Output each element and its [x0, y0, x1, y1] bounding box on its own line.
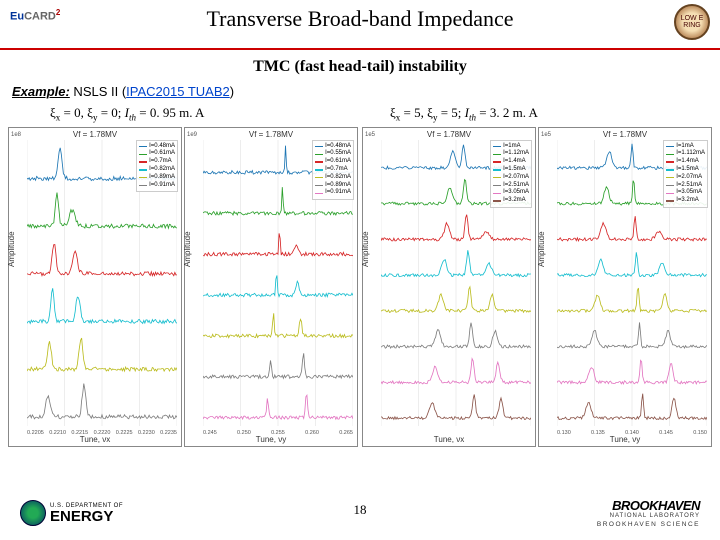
doe-big: ENERGY [50, 509, 123, 524]
legend-item: I=0.89mA [315, 182, 351, 190]
x-label: Tune, νy [610, 435, 640, 444]
example-text: NSLS II ( [70, 84, 126, 99]
legend-item: I=1.4mA [666, 158, 705, 166]
legend-item: I=0.48mA [139, 143, 175, 151]
bnl-sci: BROOKHAVEN SCIENCE [597, 521, 700, 528]
eq-a-r: = 5, [400, 105, 427, 120]
y-scale: 1e5 [541, 132, 551, 138]
legend-item: I=1.112mA [666, 150, 705, 158]
I-th-val-r: = 3. 2 m. A [476, 105, 538, 120]
example-line: Example: NSLS II (IPAC2015 TUAB2) [0, 80, 720, 103]
y-label: Amplitude [361, 231, 370, 267]
condition-right: ξx = 5, ξy = 5; Ith = 3. 2 m. A [360, 105, 720, 123]
legend-item: I=1.5mA [493, 166, 529, 174]
legend-item: I=0.7mA [139, 158, 175, 166]
legend-item: I=0.91mA [139, 182, 175, 190]
chart-right-1: Vf = 1.78MV1e5AmplitudeI=1mAI=1.12mAI=1.… [362, 127, 536, 447]
legend-item: I=0.89mA [139, 174, 175, 182]
example-link[interactable]: IPAC2015 TUAB2 [126, 84, 230, 99]
legend-item: I=3.05mA [666, 189, 705, 197]
y-scale: 1e5 [365, 132, 375, 138]
page-title: Transverse Broad-band Impedance [0, 0, 720, 32]
legend-item: I=0.55mA [315, 150, 351, 158]
chart-legend: I=1mAI=1.112mAI=1.4mAI=1.5mAI=2.07mAI=2.… [663, 140, 708, 208]
legend-item: I=0.7mA [315, 166, 351, 174]
example-close: ) [230, 84, 234, 99]
I-th-sub-r: th [469, 113, 476, 123]
legend-item: I=2.51mA [493, 182, 529, 190]
condition-left: ξx = 0, ξy = 0; Ith = 0. 95 m. A [0, 105, 360, 123]
chart-top-label: Vf = 1.78MV [73, 130, 117, 139]
footer: U.S. DEPARTMENT OF ENERGY 18 BROOKHAVEN … [0, 486, 720, 536]
legend-item: I=0.61mA [139, 150, 175, 158]
subtitle: TMC (fast head-tail) instability [0, 50, 720, 80]
low-e-ring-logo: LOW E RING [674, 4, 710, 40]
y-label: Amplitude [537, 231, 546, 267]
legend-item: I=2.07mA [493, 174, 529, 182]
y-scale: 1e9 [187, 132, 197, 138]
chart-group-left: Vf = 1.78MV1e8AmplitudeI=0.48mAI=0.61mAI… [8, 127, 358, 447]
eq-b-r: = 5; [437, 105, 464, 120]
chart-top-label: Vf = 1.78MV [427, 130, 471, 139]
eq-b: = 0; [97, 105, 124, 120]
legend-item: I=1.5mA [666, 166, 705, 174]
chart-legend: I=0.48mAI=0.61mAI=0.7mAI=0.82mAI=0.89mAI… [136, 140, 178, 193]
y-label: Amplitude [183, 231, 192, 267]
eucard-logo: EuCARD2 [10, 8, 60, 23]
y-scale: 1e8 [11, 132, 21, 138]
y-label: Amplitude [7, 231, 16, 267]
chart-legend: I=0.48mAI=0.55mAI=0.61mAI=0.7mAI=0.82mAI… [312, 140, 354, 201]
conditions-row: ξx = 0, ξy = 0; Ith = 0. 95 m. A ξx = 5,… [0, 103, 720, 125]
chart-group-right: Vf = 1.78MV1e5AmplitudeI=1mAI=1.12mAI=1.… [362, 127, 712, 447]
chart-legend: I=1mAI=1.12mAI=1.4mAI=1.5mAI=2.07mAI=2.5… [490, 140, 532, 208]
logo-eu: Eu [10, 11, 24, 23]
example-label: Example: [12, 84, 70, 99]
legend-item: I=1mA [493, 143, 529, 151]
legend-item: I=2.51mA [666, 182, 705, 190]
eq-a: = 0, [60, 105, 87, 120]
legend-item: I=0.82mA [139, 166, 175, 174]
doe-logo: U.S. DEPARTMENT OF ENERGY [20, 500, 123, 526]
chart-right-2: Vf = 1.78MV1e5AmplitudeI=1mAI=1.112mAI=1… [538, 127, 712, 447]
bnl-sub: NATIONAL LABORATORY [597, 513, 700, 519]
x-label: Tune, νx [80, 435, 110, 444]
legend-item: I=3.2mA [493, 197, 529, 205]
chart-top-label: Vf = 1.78MV [249, 130, 293, 139]
I-th-sub: th [129, 113, 136, 123]
legend-item: I=0.48mA [315, 143, 351, 151]
x-label: Tune, νx [434, 435, 464, 444]
bnl-logo: BROOKHAVEN NATIONAL LABORATORY BROOKHAVE… [597, 498, 700, 528]
doe-seal-icon [20, 500, 46, 526]
I-th-val: = 0. 95 m. A [136, 105, 204, 120]
chart-top-label: Vf = 1.78MV [603, 130, 647, 139]
legend-item: I=1mA [666, 143, 705, 151]
legend-item: I=0.61mA [315, 158, 351, 166]
page-number: 18 [354, 502, 367, 518]
logo-card: CARD [24, 11, 56, 23]
legend-item: I=0.91mA [315, 189, 351, 197]
legend-item: I=1.12mA [493, 150, 529, 158]
header: EuCARD2 Transverse Broad-band Impedance … [0, 0, 720, 50]
chart-left-1: Vf = 1.78MV1e8AmplitudeI=0.48mAI=0.61mAI… [8, 127, 182, 447]
logo-sup: 2 [56, 8, 60, 17]
bnl-name: BROOKHAVEN [597, 498, 700, 513]
chart-left-2: Vf = 1.78MV1e9AmplitudeI=0.48mAI=0.55mAI… [184, 127, 358, 447]
legend-item: I=0.82mA [315, 174, 351, 182]
legend-item: I=3.2mA [666, 197, 705, 205]
legend-item: I=3.05mA [493, 189, 529, 197]
legend-item: I=1.4mA [493, 158, 529, 166]
x-label: Tune, νy [256, 435, 286, 444]
legend-item: I=2.07mA [666, 174, 705, 182]
doe-text: U.S. DEPARTMENT OF ENERGY [50, 503, 123, 524]
charts-container: Vf = 1.78MV1e8AmplitudeI=0.48mAI=0.61mAI… [0, 125, 720, 449]
